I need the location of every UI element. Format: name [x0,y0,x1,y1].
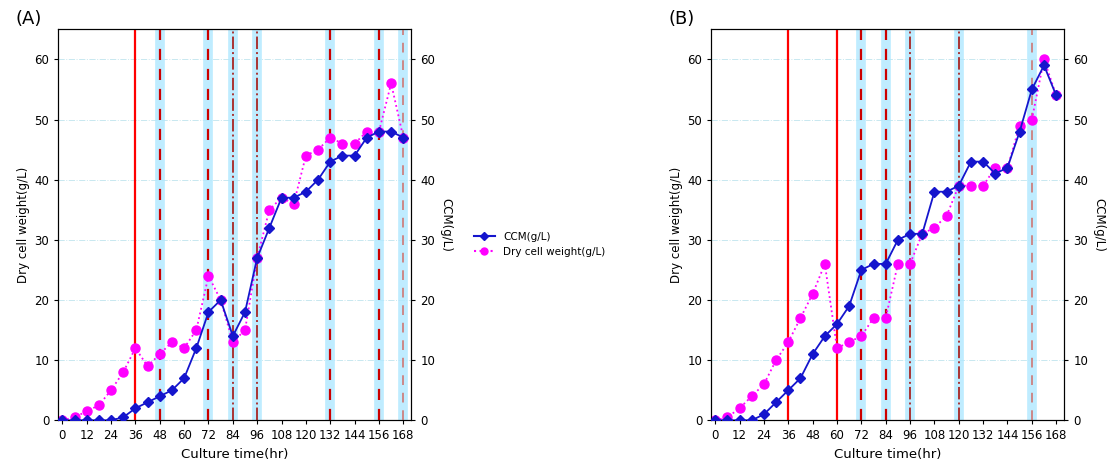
Text: (A): (A) [16,10,42,28]
Legend: CCM(g/L), Dry cell weight(g/L): CCM(g/L), Dry cell weight(g/L) [470,228,609,261]
Y-axis label: CCM(g/L): CCM(g/L) [1091,198,1105,252]
Y-axis label: Dry cell weight(g/L): Dry cell weight(g/L) [17,167,30,283]
X-axis label: Culture time(hr): Culture time(hr) [834,448,942,461]
Y-axis label: Dry cell weight(g/L): Dry cell weight(g/L) [670,167,683,283]
X-axis label: Culture time(hr): Culture time(hr) [181,448,289,461]
Y-axis label: CCM(g/L): CCM(g/L) [439,198,452,252]
Text: (B): (B) [668,10,695,28]
